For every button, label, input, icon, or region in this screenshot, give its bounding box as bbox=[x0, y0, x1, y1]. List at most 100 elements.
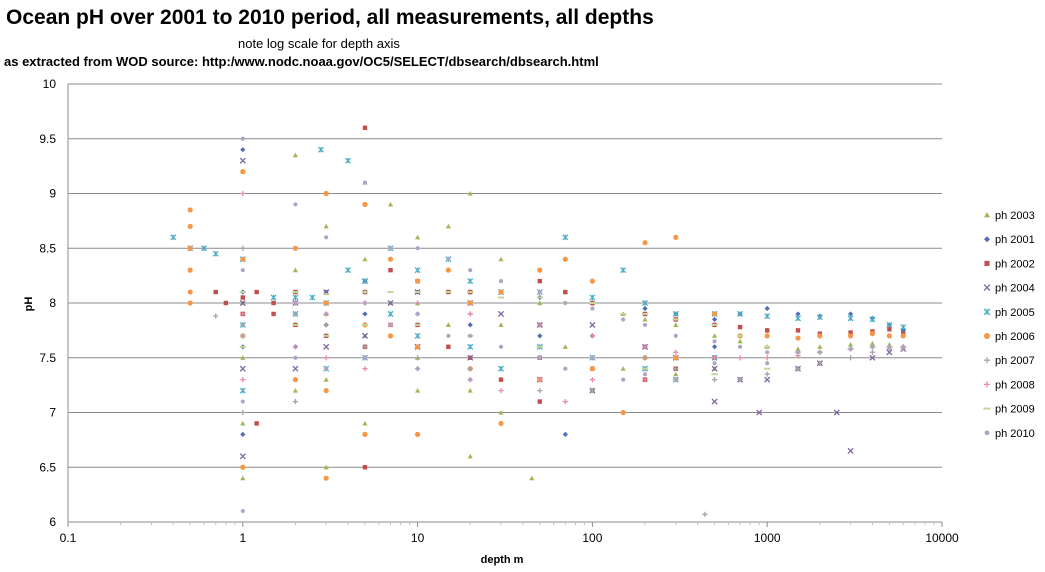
data-point-0-49 bbox=[795, 346, 801, 352]
data-point-5-29 bbox=[537, 267, 543, 273]
data-point-6-20 bbox=[711, 377, 718, 383]
y-tick-label-7: 9.5 bbox=[39, 132, 56, 146]
data-point-5-21 bbox=[415, 278, 421, 284]
data-point-5-11 bbox=[292, 377, 299, 383]
legend-label-7: ph 2008 bbox=[995, 379, 1035, 391]
series-ph-2008 bbox=[240, 190, 906, 405]
series-ph-2006 bbox=[187, 169, 906, 481]
data-point-4-24 bbox=[467, 343, 474, 350]
data-point-2-37 bbox=[737, 324, 743, 330]
data-point-2-27 bbox=[537, 399, 542, 404]
data-point-9-44 bbox=[817, 350, 822, 355]
x-tick-label-5: 10000 bbox=[925, 531, 959, 545]
x-tick-label-4: 1000 bbox=[754, 531, 781, 545]
data-point-2-2 bbox=[240, 295, 246, 300]
data-point-3-3 bbox=[239, 453, 246, 460]
data-point-9-19 bbox=[446, 257, 451, 262]
x-tick-label-0: 0.1 bbox=[60, 531, 77, 545]
data-point-0-14 bbox=[362, 256, 368, 262]
data-point-0-31 bbox=[498, 409, 504, 415]
data-point-5-12 bbox=[323, 190, 329, 197]
data-point-9-13 bbox=[362, 355, 368, 360]
data-point-5-13 bbox=[323, 300, 329, 306]
data-point-7-4 bbox=[292, 344, 299, 350]
data-point-7-16 bbox=[562, 398, 568, 405]
data-point-1-25 bbox=[764, 305, 770, 312]
data-point-5-46 bbox=[886, 333, 892, 339]
data-point-4-23 bbox=[467, 278, 474, 285]
data-point-5-18 bbox=[362, 431, 368, 437]
data-point-6-8 bbox=[362, 344, 368, 350]
data-point-0-41 bbox=[642, 316, 648, 322]
data-point-6-19 bbox=[702, 511, 708, 517]
data-point-4-29 bbox=[562, 234, 569, 241]
legend-label-8: ph 2009 bbox=[995, 404, 1035, 416]
data-point-0-29 bbox=[498, 256, 504, 262]
data-point-3-26 bbox=[764, 376, 771, 383]
data-point-4-26 bbox=[497, 365, 505, 372]
data-point-5-34 bbox=[620, 409, 626, 416]
data-point-4-43 bbox=[847, 315, 854, 322]
data-point-5-5 bbox=[187, 300, 193, 306]
x-axis-title: depth m bbox=[481, 554, 524, 566]
data-point-4-19 bbox=[387, 310, 394, 317]
data-point-7-18 bbox=[589, 377, 595, 383]
y-tick-label-2: 7 bbox=[49, 406, 56, 420]
data-point-4-0 bbox=[170, 234, 177, 241]
data-point-1-3 bbox=[240, 431, 246, 437]
data-point-1-27 bbox=[795, 311, 801, 317]
data-point-0-8 bbox=[292, 388, 299, 393]
data-point-9-20 bbox=[446, 333, 451, 338]
data-point-5-47 bbox=[900, 333, 906, 339]
data-point-2-0 bbox=[213, 289, 218, 295]
data-point-9-2 bbox=[240, 333, 245, 338]
data-point-1-19 bbox=[642, 305, 648, 312]
data-point-3-1 bbox=[239, 299, 246, 307]
data-point-9-8 bbox=[324, 235, 329, 240]
data-point-7-0 bbox=[240, 190, 246, 197]
data-point-5-19 bbox=[387, 256, 394, 262]
data-point-5-7 bbox=[240, 256, 246, 262]
data-point-0-32 bbox=[529, 475, 535, 481]
data-point-0-51 bbox=[848, 342, 854, 347]
data-point-5-15 bbox=[323, 475, 329, 481]
data-point-0-3 bbox=[240, 420, 246, 426]
data-point-2-38 bbox=[764, 328, 770, 333]
data-point-9-12 bbox=[362, 300, 368, 306]
data-point-2-28 bbox=[563, 289, 568, 295]
series-ph-2001 bbox=[240, 147, 906, 437]
data-point-2-41 bbox=[848, 330, 853, 335]
data-point-2-24 bbox=[498, 377, 504, 382]
legend-label-1: ph 2001 bbox=[995, 234, 1035, 246]
x-tick-label-1: 1 bbox=[239, 531, 246, 545]
data-point-9-5 bbox=[293, 202, 298, 207]
data-point-9-26 bbox=[537, 289, 542, 295]
data-point-7-9 bbox=[415, 300, 421, 306]
y-tick-label-6: 9 bbox=[49, 187, 56, 201]
data-point-9-17 bbox=[415, 311, 420, 317]
data-point-2-1 bbox=[223, 300, 229, 306]
data-point-3-31 bbox=[869, 354, 876, 361]
data-point-1-13 bbox=[467, 322, 473, 328]
data-point-0-44 bbox=[673, 371, 679, 377]
data-point-7-23 bbox=[737, 355, 743, 361]
data-point-4-35 bbox=[672, 310, 679, 317]
data-point-9-18 bbox=[415, 366, 420, 371]
data-point-9-34 bbox=[642, 322, 648, 327]
data-point-7-20 bbox=[642, 377, 648, 383]
data-point-0-33 bbox=[537, 300, 543, 306]
data-point-3-15 bbox=[497, 310, 505, 318]
data-point-7-24 bbox=[764, 355, 770, 361]
data-point-5-0 bbox=[187, 207, 193, 213]
data-point-3-23 bbox=[711, 398, 718, 405]
x-tick-label-3: 100 bbox=[582, 531, 602, 545]
data-point-4-33 bbox=[641, 299, 649, 307]
legend-label-3: ph 2004 bbox=[995, 283, 1035, 295]
legend-label-9: ph 2010 bbox=[995, 428, 1035, 440]
data-point-5-45 bbox=[869, 331, 876, 337]
data-point-9-0 bbox=[240, 136, 245, 141]
y-tick-label-3: 7.5 bbox=[39, 351, 56, 365]
data-point-0-52 bbox=[869, 340, 876, 346]
data-point-4-30 bbox=[589, 294, 596, 301]
data-point-0-11 bbox=[323, 377, 329, 382]
